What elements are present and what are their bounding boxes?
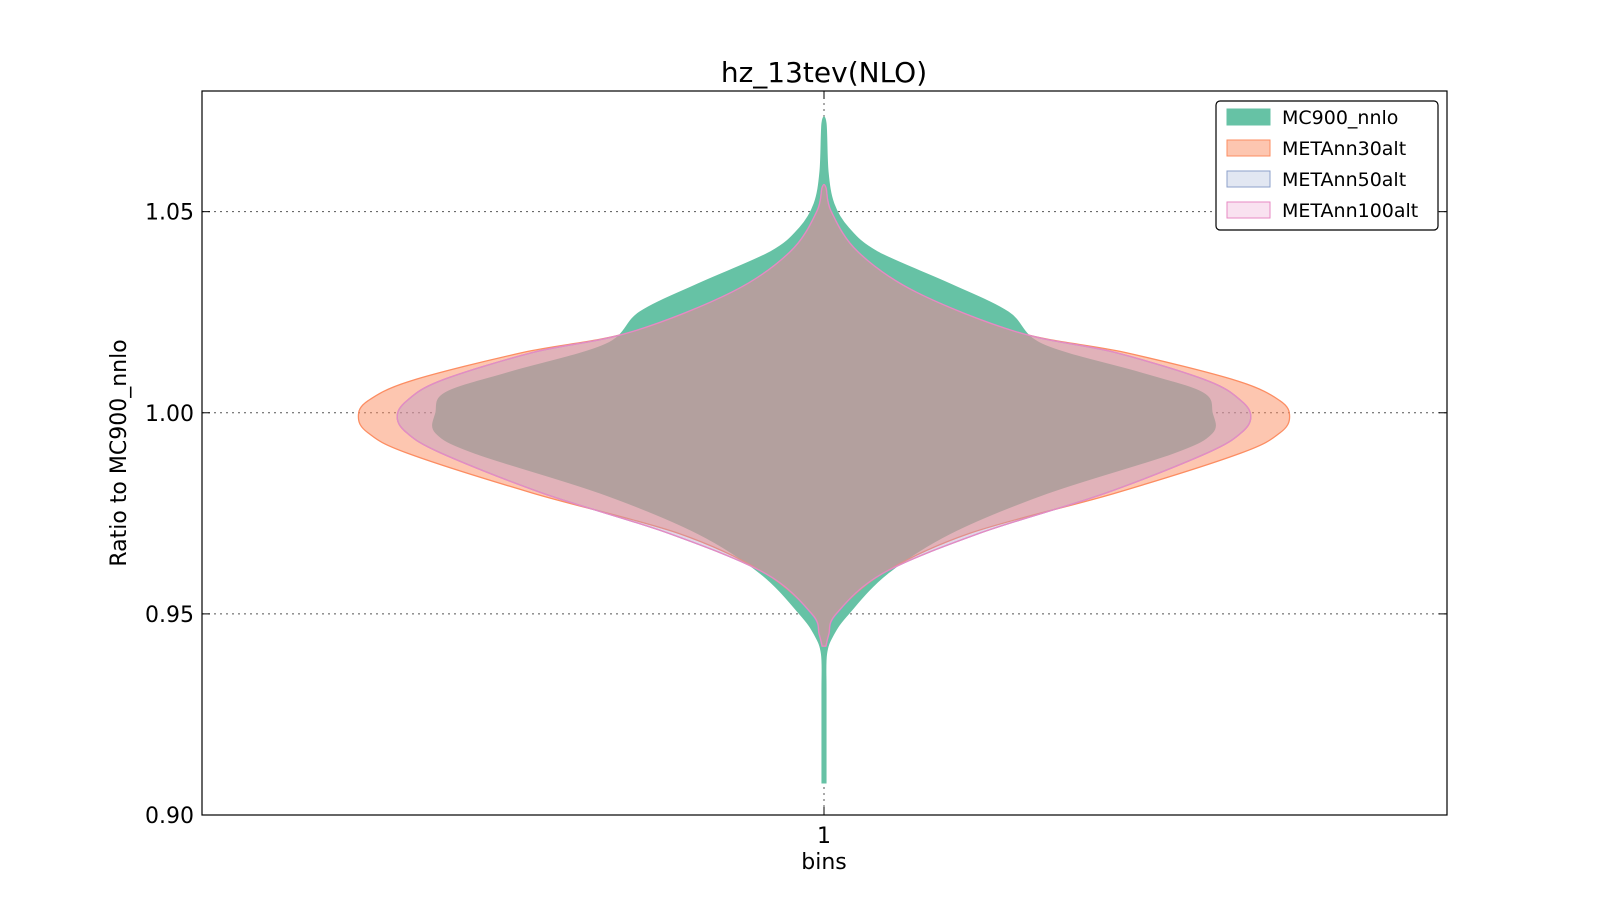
legend-swatch (1226, 139, 1271, 157)
y-tick-label: 0.90 (145, 804, 194, 829)
legend-label: METAnn100alt (1282, 200, 1418, 222)
axis-ticks: 0.90 0.95 1.00 1.05 1 (145, 91, 1447, 849)
legend-swatch (1226, 170, 1271, 188)
legend: MC900_nnlo METAnn30alt METAnn50alt METAnn10… (1215, 100, 1439, 231)
violin-metann100alt (396, 183, 1252, 647)
legend-swatch (1226, 201, 1271, 219)
legend-label: MC900_nnlo (1282, 107, 1398, 129)
violins (357, 116, 1291, 784)
y-axis-label: Ratio to MC900_nnlo (107, 339, 132, 566)
y-tick-label: 1.05 (145, 201, 194, 226)
legend-label: METAnn50alt (1282, 169, 1406, 191)
legend-label: METAnn30alt (1282, 138, 1406, 160)
legend-swatch (1226, 108, 1271, 126)
x-tick-label: 1 (817, 824, 831, 849)
legend-frame (1215, 100, 1439, 231)
chart-title: hz_13tev(NLO) (721, 56, 927, 89)
x-axis-label: bins (801, 850, 846, 875)
y-tick-label: 0.95 (145, 603, 194, 628)
y-tick-label: 1.00 (145, 402, 194, 427)
